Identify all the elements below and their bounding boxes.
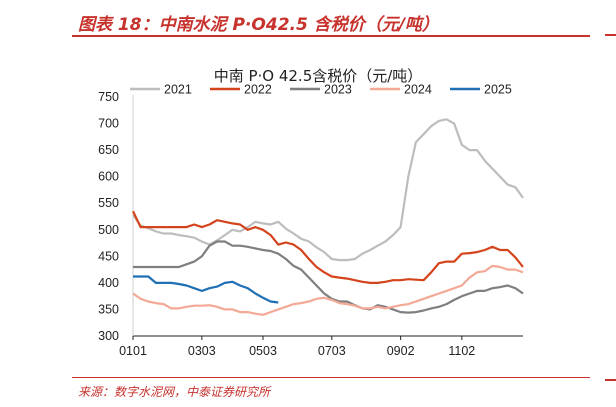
y-tick-label: 450: [98, 249, 119, 263]
y-tick-label: 700: [98, 117, 119, 131]
x-tick-label: 1102: [448, 344, 475, 358]
y-tick-label: 750: [98, 90, 119, 104]
y-tick-label: 650: [98, 143, 119, 157]
y-tick-label: 600: [98, 170, 119, 184]
x-tick-label: 0503: [249, 344, 277, 358]
x-tick-label: 0703: [318, 344, 346, 358]
footer-rule: [72, 377, 590, 378]
y-tick-label: 500: [98, 223, 119, 237]
legend-label-2021: 2021: [164, 83, 192, 97]
right-column-bottom-rule: [605, 379, 616, 381]
right-column-rule: [605, 34, 616, 36]
chart-axes: 300 350 400 450 500 550 600 650 700 750 0101 0303 05…: [98, 90, 523, 358]
y-tick-label: 400: [98, 276, 119, 290]
figure-header: 图表 18：中南水泥 P·O42.5 含税价（元/吨）: [0, 0, 590, 38]
chart-title: 中南 P·O 42.5含税价（元/吨）: [214, 67, 423, 85]
series-line-2025: [133, 275, 279, 304]
series-line-2023: [133, 240, 524, 314]
header-rule: [72, 35, 590, 37]
y-tick-label: 350: [98, 302, 119, 316]
x-tick-label: 0902: [387, 344, 415, 358]
y-tick-label: 550: [98, 196, 119, 210]
series-line-2024: [132, 264, 524, 316]
legend-label-2023: 2023: [324, 83, 352, 97]
legend-label-2022: 2022: [244, 83, 272, 97]
chart-series: [132, 118, 524, 316]
legend-label-2024: 2024: [404, 83, 432, 97]
legend-label-2025: 2025: [484, 83, 512, 97]
chart-legend: 2021 2022 2023 2024 2025: [130, 83, 512, 97]
y-tick-label: 300: [98, 329, 119, 343]
series-line-2021: [132, 118, 524, 262]
x-tick-label: 0101: [119, 344, 147, 358]
source-note: 来源：数字水泥网，中泰证券研究所: [78, 385, 271, 399]
figure-title: 图表 18：中南水泥 P·O42.5 含税价（元/吨）: [78, 15, 439, 35]
series-line-2022: [132, 210, 524, 284]
x-tick-label: 0303: [188, 344, 216, 358]
